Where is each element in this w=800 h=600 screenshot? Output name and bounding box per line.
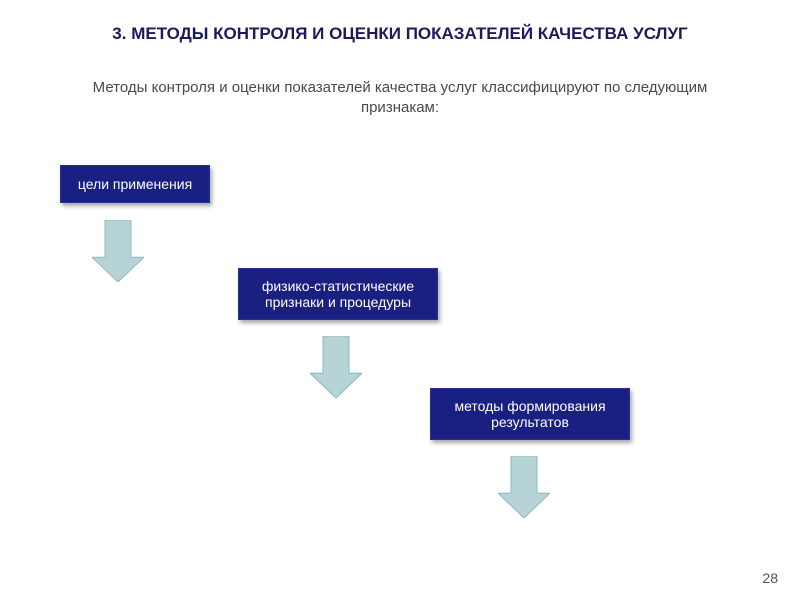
slide-title: 3. МЕТОДЫ КОНТРОЛЯ И ОЦЕНКИ ПОКАЗАТЕЛЕЙ … bbox=[0, 24, 800, 44]
down-arrow-icon bbox=[310, 336, 362, 398]
arrow-path bbox=[498, 456, 550, 518]
arrow-path bbox=[310, 336, 362, 398]
down-arrow-icon bbox=[498, 456, 550, 518]
slide: 3. МЕТОДЫ КОНТРОЛЯ И ОЦЕНКИ ПОКАЗАТЕЛЕЙ … bbox=[0, 0, 800, 600]
box-goals: цели применения bbox=[60, 165, 210, 203]
arrow-path bbox=[92, 220, 144, 282]
slide-subtitle: Методы контроля и оценки показателей кач… bbox=[60, 78, 740, 119]
down-arrow-icon bbox=[92, 220, 144, 282]
box-physico-statistical: физико-статистические признаки и процеду… bbox=[238, 268, 438, 320]
page-number: 28 bbox=[762, 570, 778, 586]
box-methods-formation: методы формирования результатов bbox=[430, 388, 630, 440]
